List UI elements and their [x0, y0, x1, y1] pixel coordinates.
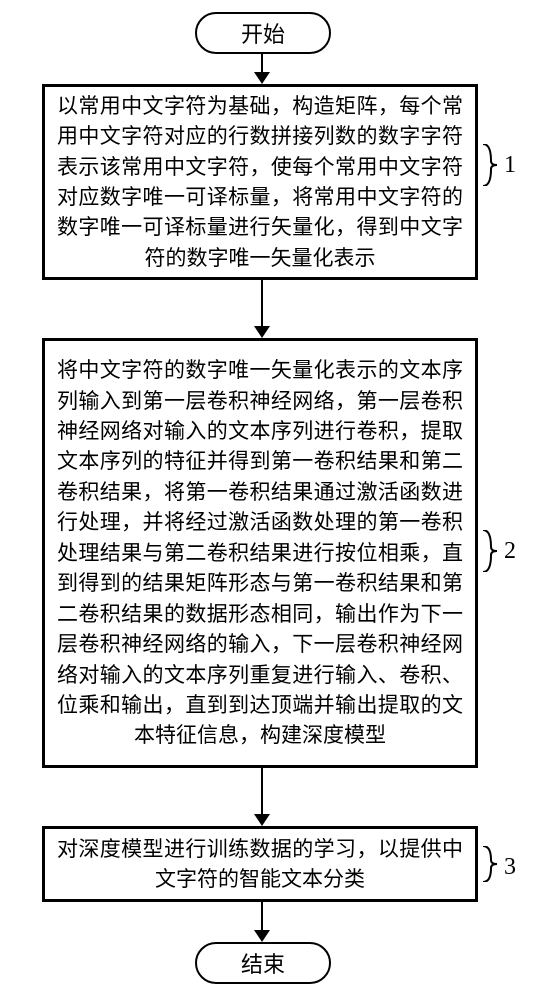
flowchart-step-2: 将中文字符的数字唯一矢量化表示的文本序列输入到第一层卷积神经网络，第一层卷积神经… [42, 338, 478, 768]
brace-1 [481, 144, 499, 186]
flowchart-step-3: 对深度模型进行训练数据的学习，以提供中文字符的智能文本分类 [42, 826, 478, 902]
step-2-text: 将中文字符的数字唯一矢量化表示的文本序列输入到第一层卷积神经网络，第一层卷积神经… [57, 355, 463, 751]
arrow-head-0 [254, 72, 270, 84]
arrow-line-1 [261, 280, 264, 326]
start-label: 开始 [241, 17, 285, 49]
flowchart-end: 结束 [195, 942, 331, 984]
brace-3 [481, 846, 499, 882]
brace-2 [481, 530, 499, 572]
side-label-2: 2 [504, 538, 516, 565]
flowchart-step-1: 以常用中文字符为基础，构造矩阵，每个常用中文字符对应的行数拼接列数的数字字符表示… [42, 84, 478, 280]
side-label-1: 1 [504, 152, 516, 179]
step-1-text: 以常用中文字符为基础，构造矩阵，每个常用中文字符对应的行数拼接列数的数字字符表示… [57, 91, 463, 274]
arrow-head-1 [254, 326, 270, 338]
end-label: 结束 [241, 947, 285, 979]
step-3-text: 对深度模型进行训练数据的学习，以提供中文字符的智能文本分类 [57, 834, 463, 895]
arrow-line-3 [261, 902, 264, 930]
arrow-head-3 [254, 930, 270, 942]
flowchart-start: 开始 [195, 12, 331, 54]
arrow-line-0 [261, 54, 264, 72]
arrow-head-2 [254, 814, 270, 826]
arrow-line-2 [261, 768, 264, 814]
side-label-3: 3 [504, 854, 516, 881]
